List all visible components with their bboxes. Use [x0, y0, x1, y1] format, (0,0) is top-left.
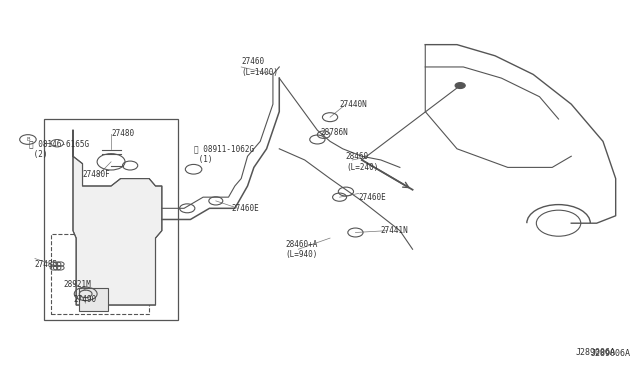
Text: 28460+A
(L=940): 28460+A (L=940) [285, 240, 318, 259]
Polygon shape [73, 130, 162, 305]
Text: 28921M: 28921M [63, 280, 92, 289]
Text: 27460
(L=1400): 27460 (L=1400) [241, 57, 278, 77]
Text: Ⓝ 08911-1062G
 (1): Ⓝ 08911-1062G (1) [193, 145, 253, 164]
Bar [79, 288, 108, 311]
Text: J289006A: J289006A [590, 349, 630, 358]
Text: 27485: 27485 [35, 260, 58, 269]
Bar [44, 119, 178, 320]
Bar [51, 234, 149, 314]
Text: J289006A: J289006A [575, 348, 616, 357]
Text: B: B [26, 137, 29, 142]
Text: Ⓑ 08146-6165G
 (2): Ⓑ 08146-6165G (2) [29, 139, 89, 158]
Text: 27480F: 27480F [83, 170, 110, 179]
Text: 27490: 27490 [73, 295, 96, 304]
Text: 27480: 27480 [111, 129, 134, 138]
Text: 27460E: 27460E [358, 193, 387, 202]
Circle shape [455, 83, 465, 89]
Text: 28786N: 28786N [321, 128, 348, 137]
Text: 27440N: 27440N [340, 100, 367, 109]
Text: 28460
(L=240): 28460 (L=240) [346, 152, 378, 171]
Text: 27460E: 27460E [232, 204, 259, 213]
Text: 27441N: 27441N [381, 226, 408, 235]
